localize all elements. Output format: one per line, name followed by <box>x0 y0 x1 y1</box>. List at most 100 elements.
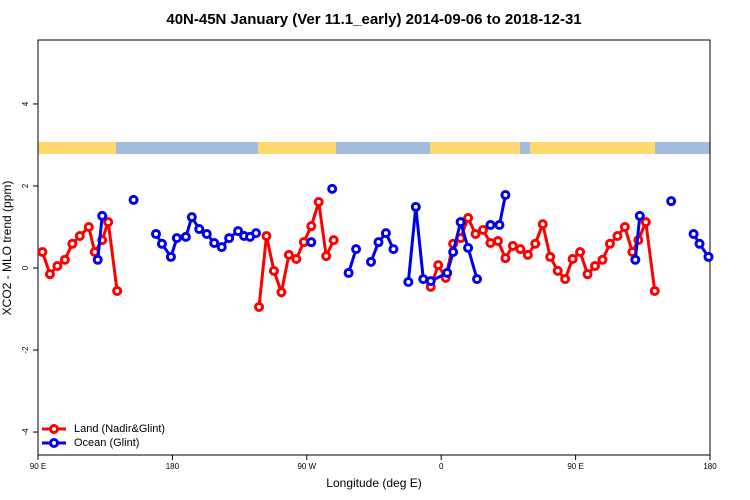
point <box>455 217 466 228</box>
legend-label: Land (Nadir&Glint) <box>74 423 165 435</box>
land-band <box>38 142 116 154</box>
x-tick-label: 180 <box>166 462 180 471</box>
point <box>150 228 161 239</box>
point <box>597 254 608 265</box>
legend-marker <box>49 438 59 448</box>
point <box>703 251 714 262</box>
point <box>298 237 309 248</box>
point <box>470 228 481 239</box>
point <box>649 285 660 296</box>
point <box>291 253 302 264</box>
point <box>165 251 176 262</box>
point <box>343 267 354 278</box>
x-tick-label: 90 E <box>567 462 583 471</box>
point <box>156 238 167 249</box>
point <box>251 228 262 239</box>
x-tick-label: 90 E <box>30 462 46 471</box>
legend-marker <box>49 424 59 434</box>
point <box>537 219 548 230</box>
point <box>545 251 556 262</box>
point <box>433 260 444 271</box>
point <box>485 237 496 248</box>
point <box>37 247 48 258</box>
point <box>500 253 511 264</box>
point <box>494 219 505 230</box>
point <box>283 249 294 260</box>
point <box>472 274 483 285</box>
point <box>612 231 623 242</box>
point <box>201 228 212 239</box>
point <box>194 224 205 235</box>
point <box>478 224 489 235</box>
y-tick-label: -2 <box>21 346 30 354</box>
point <box>630 254 641 265</box>
point <box>560 274 571 285</box>
legend-label: Ocean (Glint) <box>74 437 139 449</box>
point <box>103 217 114 228</box>
point <box>640 217 651 228</box>
land-band <box>530 142 655 154</box>
point <box>128 194 139 205</box>
point <box>67 238 78 249</box>
point <box>403 276 414 287</box>
point <box>634 210 645 221</box>
chart-title: 40N-45N January (Ver 11.1_early) 2014-09… <box>166 11 581 28</box>
point <box>442 267 453 278</box>
point <box>327 183 338 194</box>
point <box>306 221 317 232</box>
y-tick-label: 0 <box>21 265 30 270</box>
point <box>186 212 197 223</box>
point <box>52 260 63 271</box>
point <box>366 256 377 267</box>
point <box>268 265 279 276</box>
land-mask <box>38 142 710 154</box>
x-axis-label: Longitude (deg E) <box>326 476 421 490</box>
point <box>254 301 265 312</box>
point <box>233 226 244 237</box>
point <box>619 221 630 232</box>
point <box>216 242 227 253</box>
point <box>306 237 317 248</box>
point <box>492 235 503 246</box>
point <box>313 196 324 207</box>
point <box>500 190 511 201</box>
y-axis-label: XCO2 - MLO trend (ppm) <box>0 181 14 316</box>
point <box>209 237 220 248</box>
point <box>507 240 518 251</box>
point <box>448 247 459 258</box>
land-band <box>258 142 336 154</box>
point <box>688 228 699 239</box>
point <box>83 221 94 232</box>
y-tick-label: -4 <box>21 428 30 436</box>
point <box>410 201 421 212</box>
point <box>92 254 103 265</box>
point <box>463 212 474 223</box>
y-tick-label: 2 <box>21 183 30 188</box>
point <box>575 247 586 258</box>
point <box>44 269 55 280</box>
point <box>328 235 339 246</box>
point <box>485 219 496 230</box>
land-band <box>430 142 520 154</box>
point <box>463 242 474 253</box>
point <box>582 269 593 280</box>
series-line <box>41 201 657 308</box>
point <box>74 231 85 242</box>
point <box>321 251 332 262</box>
y-tick-label: 4 <box>21 101 30 106</box>
point <box>425 276 436 287</box>
plot-frame <box>37 39 711 456</box>
point <box>351 244 362 255</box>
point <box>171 233 182 244</box>
point <box>380 228 391 239</box>
point <box>59 254 70 265</box>
point <box>388 244 399 255</box>
point <box>694 238 705 249</box>
point <box>552 265 563 276</box>
point <box>530 238 541 249</box>
point <box>112 285 123 296</box>
point <box>515 244 526 255</box>
point <box>604 238 615 249</box>
